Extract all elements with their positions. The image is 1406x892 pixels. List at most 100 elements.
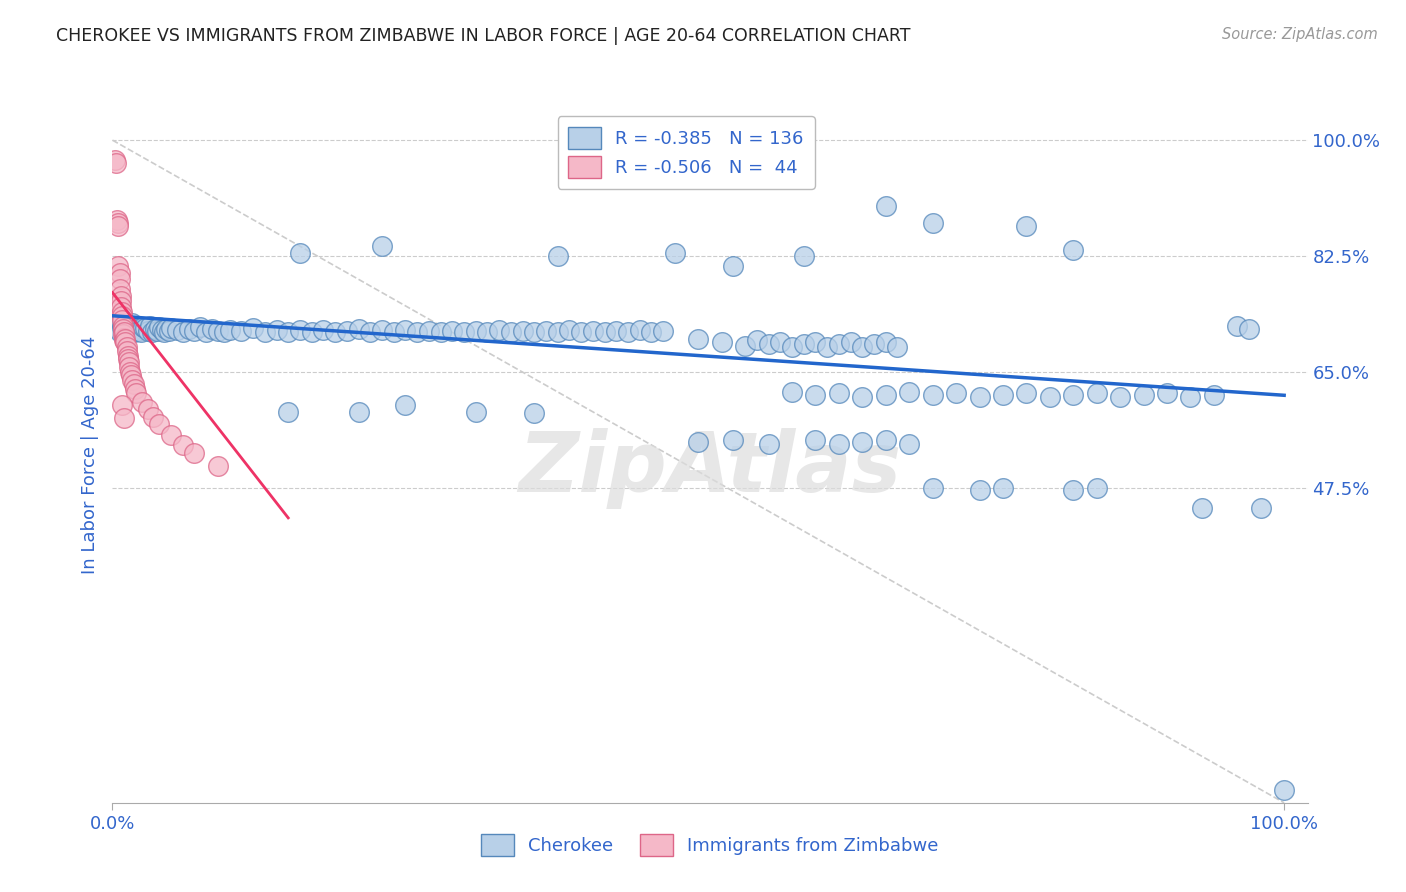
Point xyxy=(652,324,675,338)
Point xyxy=(945,386,967,401)
Point xyxy=(863,337,886,351)
Point xyxy=(371,239,394,253)
Point xyxy=(120,323,142,337)
Point xyxy=(112,318,135,332)
Point xyxy=(111,305,134,319)
Point xyxy=(1180,390,1202,404)
Point xyxy=(108,266,131,280)
Point xyxy=(132,320,155,334)
Point xyxy=(177,322,200,336)
Point xyxy=(118,318,141,333)
Point xyxy=(125,386,148,401)
Point xyxy=(115,320,138,334)
Point xyxy=(828,386,851,401)
Point xyxy=(688,332,710,346)
Point xyxy=(991,388,1014,402)
Point xyxy=(121,316,143,330)
Point xyxy=(347,405,370,419)
Point xyxy=(148,417,170,431)
Point xyxy=(150,323,173,337)
Point xyxy=(723,433,745,447)
Point xyxy=(875,388,897,402)
Point xyxy=(394,398,416,412)
Point xyxy=(107,259,129,273)
Point xyxy=(121,373,143,387)
Point xyxy=(253,326,276,340)
Point xyxy=(593,326,616,340)
Point xyxy=(1132,388,1154,402)
Point xyxy=(780,340,803,354)
Point xyxy=(582,324,605,338)
Point xyxy=(523,406,546,420)
Point xyxy=(107,219,129,234)
Point xyxy=(769,335,792,350)
Point xyxy=(758,337,780,351)
Point xyxy=(288,323,311,337)
Point xyxy=(115,343,138,358)
Point xyxy=(828,337,851,351)
Point xyxy=(111,398,134,412)
Point xyxy=(617,326,640,340)
Point xyxy=(1272,782,1295,797)
Point xyxy=(477,326,499,340)
Y-axis label: In Labor Force | Age 20-64: In Labor Force | Age 20-64 xyxy=(80,335,98,574)
Point xyxy=(1062,388,1084,402)
Point xyxy=(112,331,135,345)
Point xyxy=(547,249,569,263)
Point xyxy=(464,405,486,419)
Point xyxy=(105,318,127,333)
Point xyxy=(464,324,486,338)
Point xyxy=(991,481,1014,495)
Point xyxy=(118,355,141,369)
Point xyxy=(110,315,132,329)
Point xyxy=(921,388,943,402)
Point xyxy=(1191,500,1213,515)
Point xyxy=(547,326,569,340)
Point xyxy=(125,322,148,336)
Point xyxy=(323,326,346,340)
Point xyxy=(371,323,394,337)
Point xyxy=(201,322,224,336)
Point xyxy=(108,282,131,296)
Point xyxy=(453,326,475,340)
Point xyxy=(394,323,416,337)
Point xyxy=(112,333,135,347)
Point xyxy=(793,337,815,351)
Point xyxy=(136,324,159,338)
Point xyxy=(1015,386,1038,401)
Point xyxy=(277,326,299,340)
Point xyxy=(112,411,135,425)
Point xyxy=(143,322,166,336)
Point xyxy=(688,434,710,449)
Point xyxy=(110,289,132,303)
Point xyxy=(172,438,194,452)
Point xyxy=(183,446,205,460)
Point xyxy=(851,340,873,354)
Point xyxy=(359,325,381,339)
Point xyxy=(242,321,264,335)
Point xyxy=(117,349,139,363)
Legend: Cherokee, Immigrants from Zimbabwe: Cherokee, Immigrants from Zimbabwe xyxy=(474,827,946,863)
Point xyxy=(110,293,132,308)
Point xyxy=(734,338,756,352)
Point xyxy=(558,323,581,337)
Point xyxy=(155,322,177,336)
Point xyxy=(569,326,592,340)
Point xyxy=(112,326,135,341)
Point xyxy=(207,324,229,338)
Point xyxy=(418,324,440,338)
Point xyxy=(1237,322,1260,336)
Point xyxy=(640,326,662,340)
Point xyxy=(1039,390,1062,404)
Point xyxy=(141,326,163,340)
Point xyxy=(336,324,359,338)
Point xyxy=(512,324,534,338)
Point xyxy=(157,324,180,338)
Point xyxy=(107,322,129,336)
Text: ZipAtlas: ZipAtlas xyxy=(519,428,901,509)
Point xyxy=(117,324,139,338)
Point xyxy=(815,340,838,354)
Point xyxy=(523,326,546,340)
Point xyxy=(108,272,131,286)
Point xyxy=(172,326,194,340)
